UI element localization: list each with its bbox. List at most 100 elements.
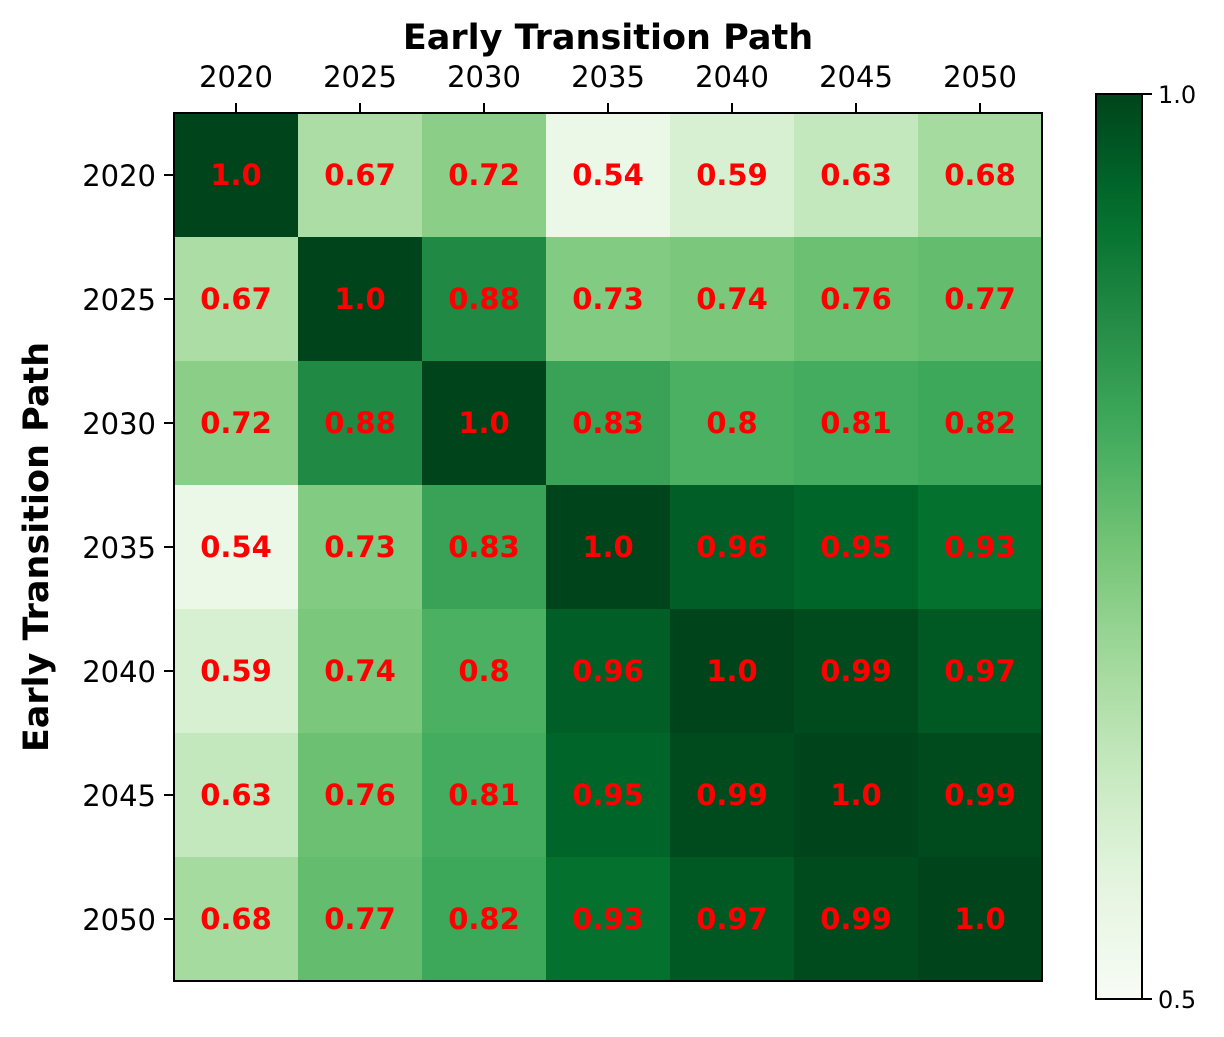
y-tick-label: 2050 [82, 903, 156, 937]
heatmap-cell [298, 361, 423, 486]
cell-value-label: 0.68 [200, 902, 272, 936]
cell-value-label: 0.77 [324, 902, 396, 936]
cell-value-label: 1.0 [458, 406, 509, 440]
cell-value-label: 0.54 [200, 530, 272, 564]
cell-value-label: 1.0 [706, 654, 757, 688]
heatmap-cell [918, 609, 1043, 734]
heatmap-cell [918, 361, 1043, 486]
heatmap-cell [422, 857, 547, 982]
x-tick-label: 2045 [819, 60, 893, 94]
heatmap-cell [422, 485, 547, 610]
y-axis-ticks: 2020 2025 2030 2035 2040 2045 2050 [82, 159, 174, 937]
cell-value-label: 0.99 [696, 778, 768, 812]
heatmap-cell [546, 857, 671, 982]
x-tick-label: 2040 [695, 60, 769, 94]
cell-value-label: 0.81 [448, 778, 520, 812]
cell-value-label: 1.0 [334, 282, 385, 316]
heatmap-cell [298, 857, 423, 982]
heatmap-cell [422, 609, 547, 734]
cell-value-label: 0.63 [200, 778, 272, 812]
cell-value-label: 0.68 [944, 158, 1016, 192]
cell-value-label: 1.0 [954, 902, 1005, 936]
heatmap-cell [918, 733, 1043, 858]
y-tick-label: 2040 [82, 655, 156, 689]
cell-value-label: 0.96 [572, 654, 644, 688]
y-tick-label: 2035 [82, 531, 156, 565]
heatmap-cells [174, 113, 1043, 982]
heatmap-cell [422, 237, 547, 362]
colorbar-tick-label: 0.5 [1158, 986, 1196, 1014]
cell-value-label: 0.88 [448, 282, 520, 316]
heatmap-cell [670, 857, 795, 982]
heatmap-cell [918, 237, 1043, 362]
heatmap-cell [298, 237, 423, 362]
cell-value-label: 0.82 [944, 406, 1016, 440]
y-tick-label: 2030 [82, 407, 156, 441]
cell-value-label: 1.0 [210, 158, 261, 192]
cell-value-label: 0.54 [572, 158, 644, 192]
colorbar-ticks: 0.5 1.0 [1142, 81, 1196, 1014]
cell-value-label: 0.99 [820, 654, 892, 688]
heatmap-cell [298, 113, 423, 238]
heatmap-cell [794, 485, 919, 610]
cell-value-label: 0.83 [448, 530, 520, 564]
heatmap-cell [546, 113, 671, 238]
heatmap-cell [174, 733, 299, 858]
cell-value-label: 0.97 [696, 902, 768, 936]
cell-value-label: 0.88 [324, 406, 396, 440]
heatmap-cell [174, 237, 299, 362]
cell-value-label: 0.67 [324, 158, 396, 192]
colorbar-tick-label: 1.0 [1158, 81, 1196, 109]
cell-value-label: 0.82 [448, 902, 520, 936]
heatmap-cell [670, 609, 795, 734]
cell-value-label: 0.96 [696, 530, 768, 564]
colorbar [1095, 93, 1143, 1000]
cell-value-label: 0.63 [820, 158, 892, 192]
cell-value-label: 0.77 [944, 282, 1016, 316]
cell-value-label: 0.93 [572, 902, 644, 936]
cell-value-label: 0.74 [696, 282, 768, 316]
heatmap-cell [794, 237, 919, 362]
cell-value-label: 0.81 [820, 406, 892, 440]
heatmap-cell [298, 609, 423, 734]
cell-value-label: 0.95 [820, 530, 892, 564]
cell-value-label: 1.0 [830, 778, 881, 812]
y-tick-label: 2025 [82, 283, 156, 317]
cell-value-label: 0.59 [200, 654, 272, 688]
y-axis-label: Early Transition Path [17, 342, 57, 752]
heatmap-cell [546, 609, 671, 734]
heatmap-cell [298, 485, 423, 610]
heatmap-cell [174, 857, 299, 982]
cell-value-label: 0.95 [572, 778, 644, 812]
cell-value-label: 0.74 [324, 654, 396, 688]
heatmap-cell [918, 857, 1043, 982]
heatmap-cell [670, 113, 795, 238]
cell-value-label: 0.93 [944, 530, 1016, 564]
cell-value-label: 0.73 [572, 282, 644, 316]
cell-value-label: 0.8 [706, 406, 757, 440]
cell-value-label: 0.76 [820, 282, 892, 316]
cell-value-label: 0.83 [572, 406, 644, 440]
x-tick-label: 2035 [571, 60, 645, 94]
x-axis-ticks: 2020 2025 2030 2035 2040 2045 2050 [199, 60, 1017, 113]
heatmap-cell [918, 113, 1043, 238]
heatmap-cell [546, 485, 671, 610]
heatmap-cell [670, 237, 795, 362]
heatmap-cell [174, 113, 299, 238]
x-tick-label: 2030 [447, 60, 521, 94]
heatmap-cell [422, 733, 547, 858]
cell-value-label: 1.0 [582, 530, 633, 564]
y-tick-label: 2045 [82, 779, 156, 813]
heatmap-cell [794, 113, 919, 238]
x-tick-label: 2020 [199, 60, 273, 94]
heatmap-cell [670, 733, 795, 858]
heatmap-cell [794, 361, 919, 486]
cell-value-label: 0.97 [944, 654, 1016, 688]
heatmap-cell [174, 485, 299, 610]
heatmap-cell [670, 361, 795, 486]
heatmap-cell [174, 609, 299, 734]
heatmap-cell [422, 361, 547, 486]
heatmap-cell [794, 857, 919, 982]
heatmap-cell [546, 361, 671, 486]
